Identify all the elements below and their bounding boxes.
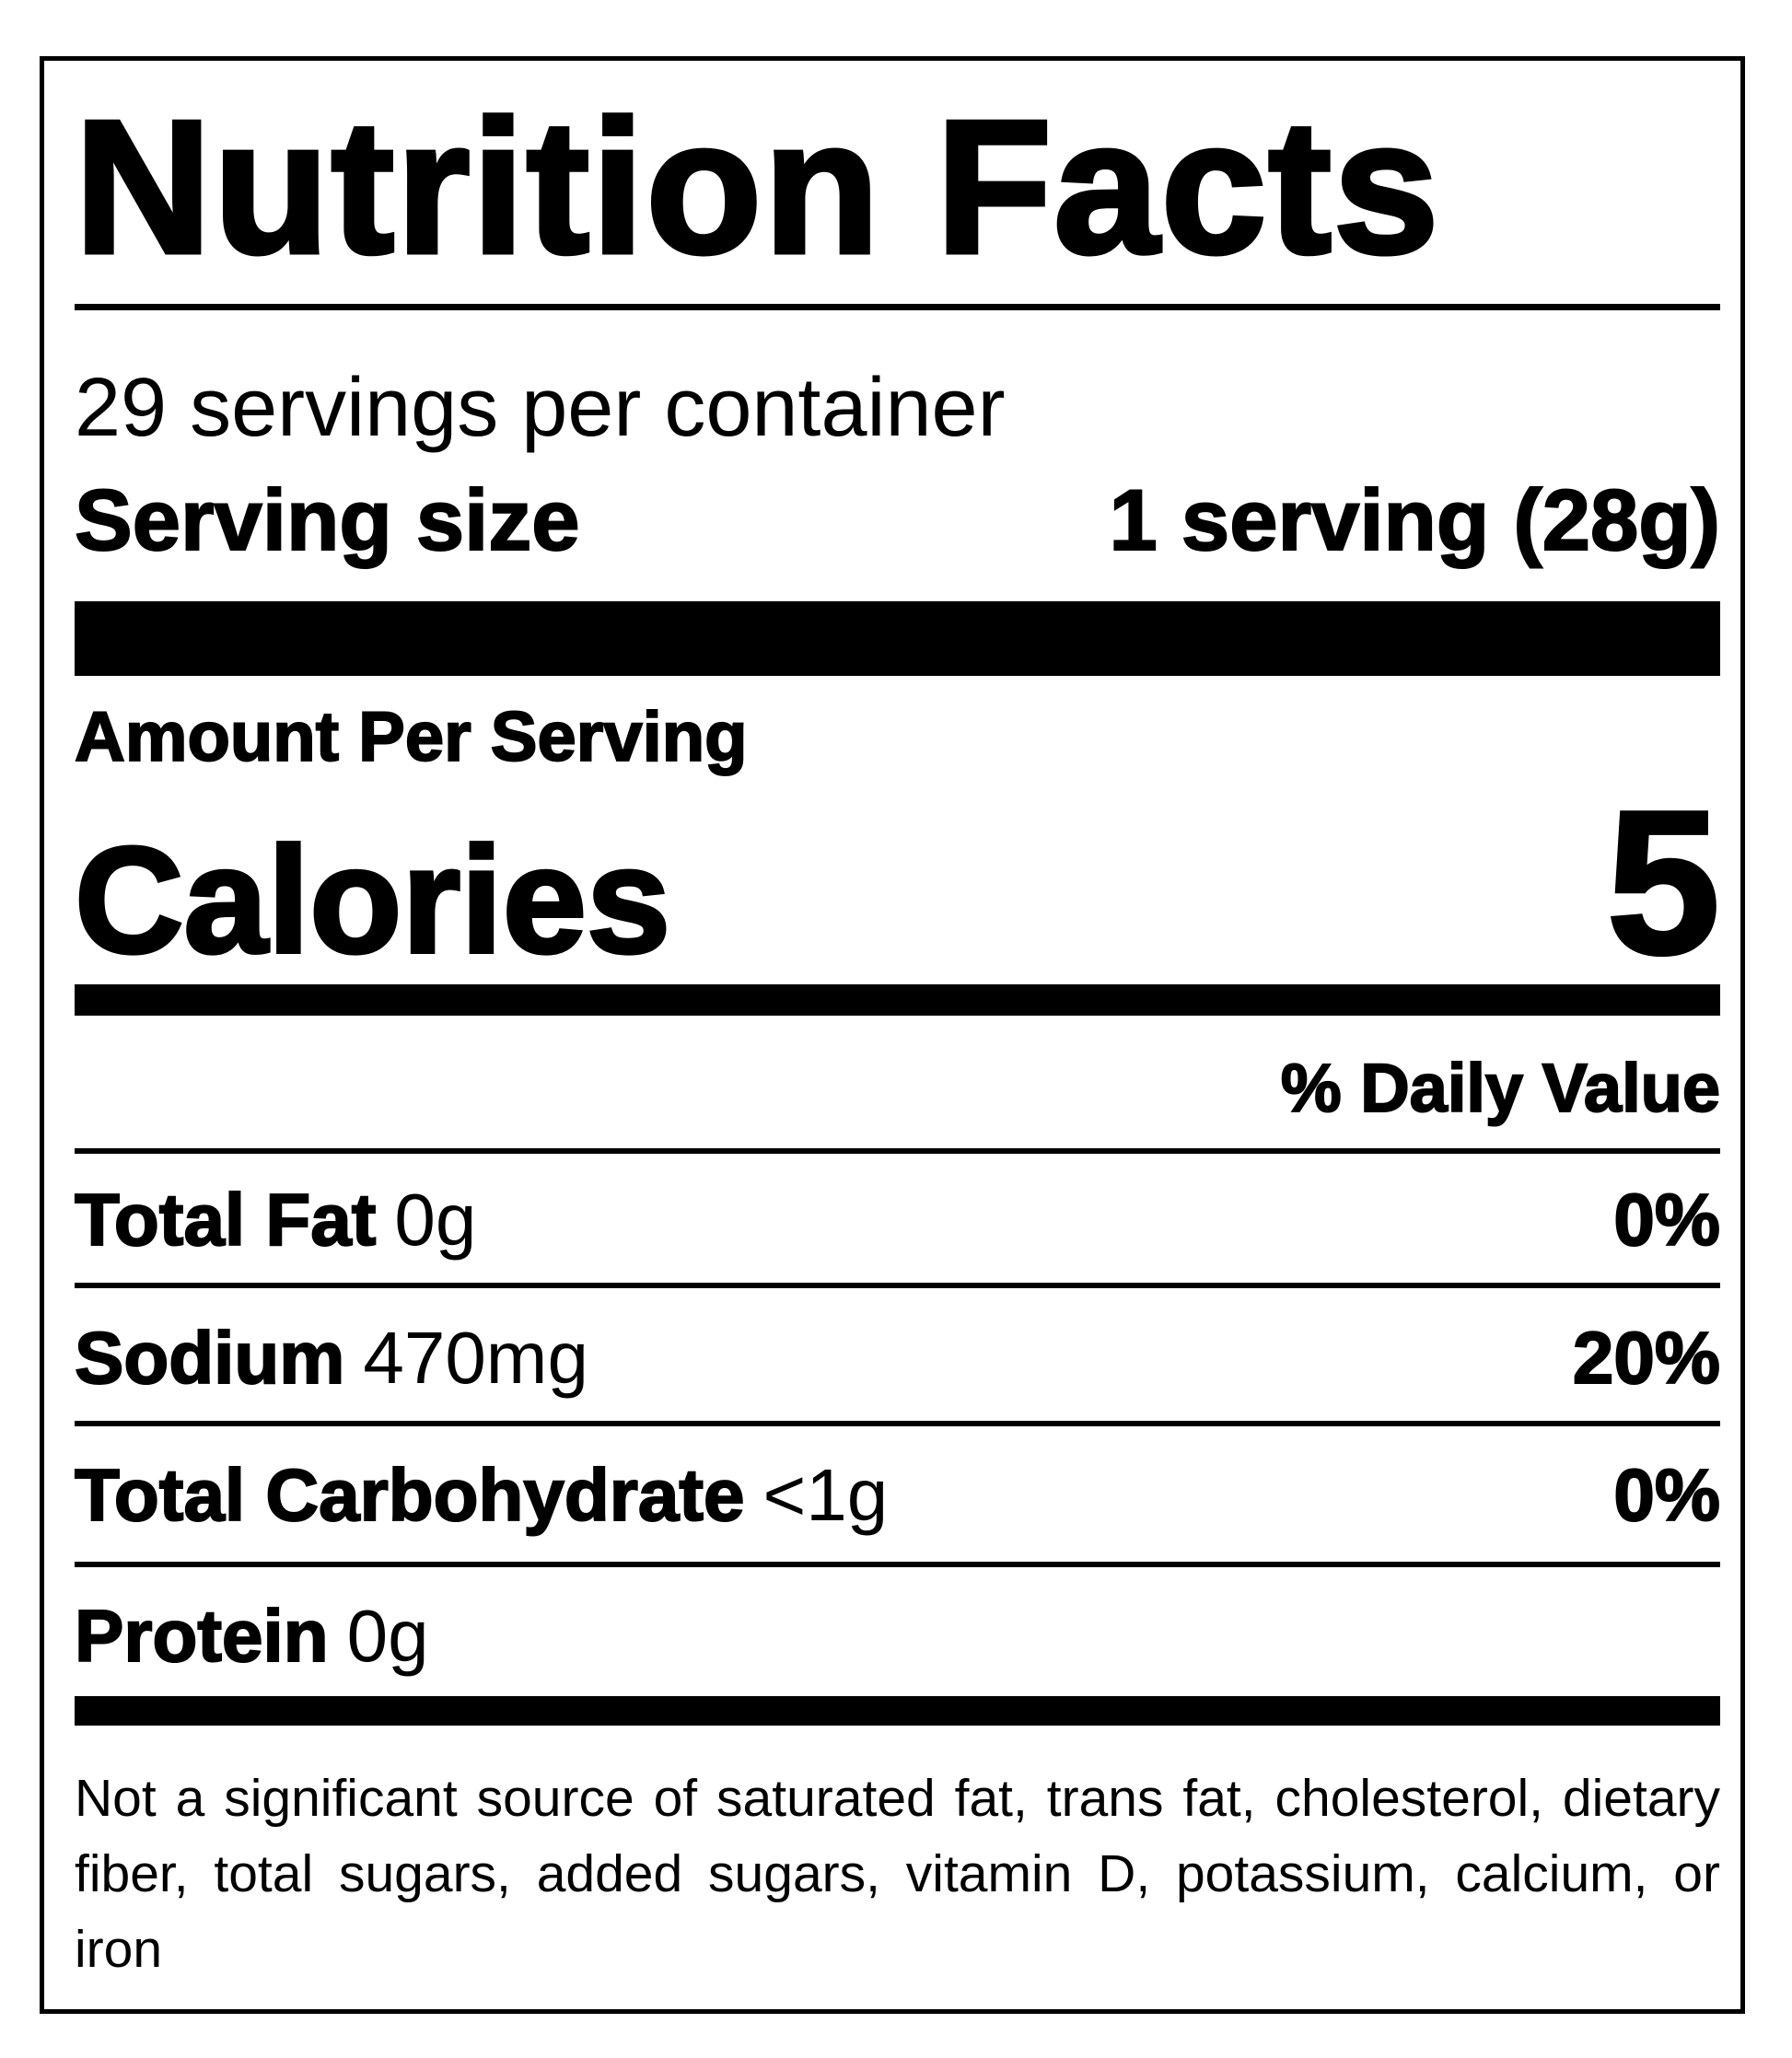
serving-size-value: 1 serving (28g) [1109,471,1721,568]
footnote: Not a significant source of saturated fa… [75,1769,1720,1979]
divider [75,1562,1720,1567]
thick-bar [75,601,1720,676]
nutrient-amount: 470mg [363,1317,588,1399]
serving-size: Serving size 1 serving (28g) [74,471,1721,568]
nutrient-amount: 0g [346,1595,429,1677]
nutrient-dv: 20% [1572,1317,1721,1399]
nutrient-row-total-fat: Total Fat 0g 0% [74,1179,1721,1261]
divider [75,1148,1720,1154]
label-title: Nutrition Facts [73,81,1441,293]
medium-bar [75,984,1720,1016]
label-border [40,56,1745,2014]
divider [75,1421,1720,1426]
calories-row: Calories 5 [73,769,1722,997]
nutrient-name: Protein [74,1595,330,1677]
nutrient-name: Sodium [74,1317,345,1399]
calories-value: 5 [1605,769,1722,997]
servings-per-container: 29 servings per container [75,362,1006,454]
nutrient-row-protein: Protein 0g [74,1595,1720,1677]
serving-size-label: Serving size [74,471,581,568]
divider [75,304,1720,310]
nutrient-amount: 0g [394,1179,477,1261]
nutrient-row-total-carbohydrate: Total Carbohydrate <1g 0% [74,1454,1721,1536]
daily-value-header: % Daily Value [1280,1050,1721,1126]
nutrient-row-sodium: Sodium 470mg 20% [74,1317,1721,1399]
amount-per-serving: Amount Per Serving [74,698,749,776]
nutrient-amount: <1g [762,1454,889,1536]
nutrient-dv: 0% [1612,1454,1721,1536]
nutrient-dv: 0% [1612,1179,1721,1261]
nutrient-name: Total Carbohydrate [74,1454,745,1536]
calories-label: Calories [73,815,672,984]
divider [75,1283,1720,1288]
medium-bar [75,1696,1720,1726]
nutrient-name: Total Fat [74,1179,377,1261]
